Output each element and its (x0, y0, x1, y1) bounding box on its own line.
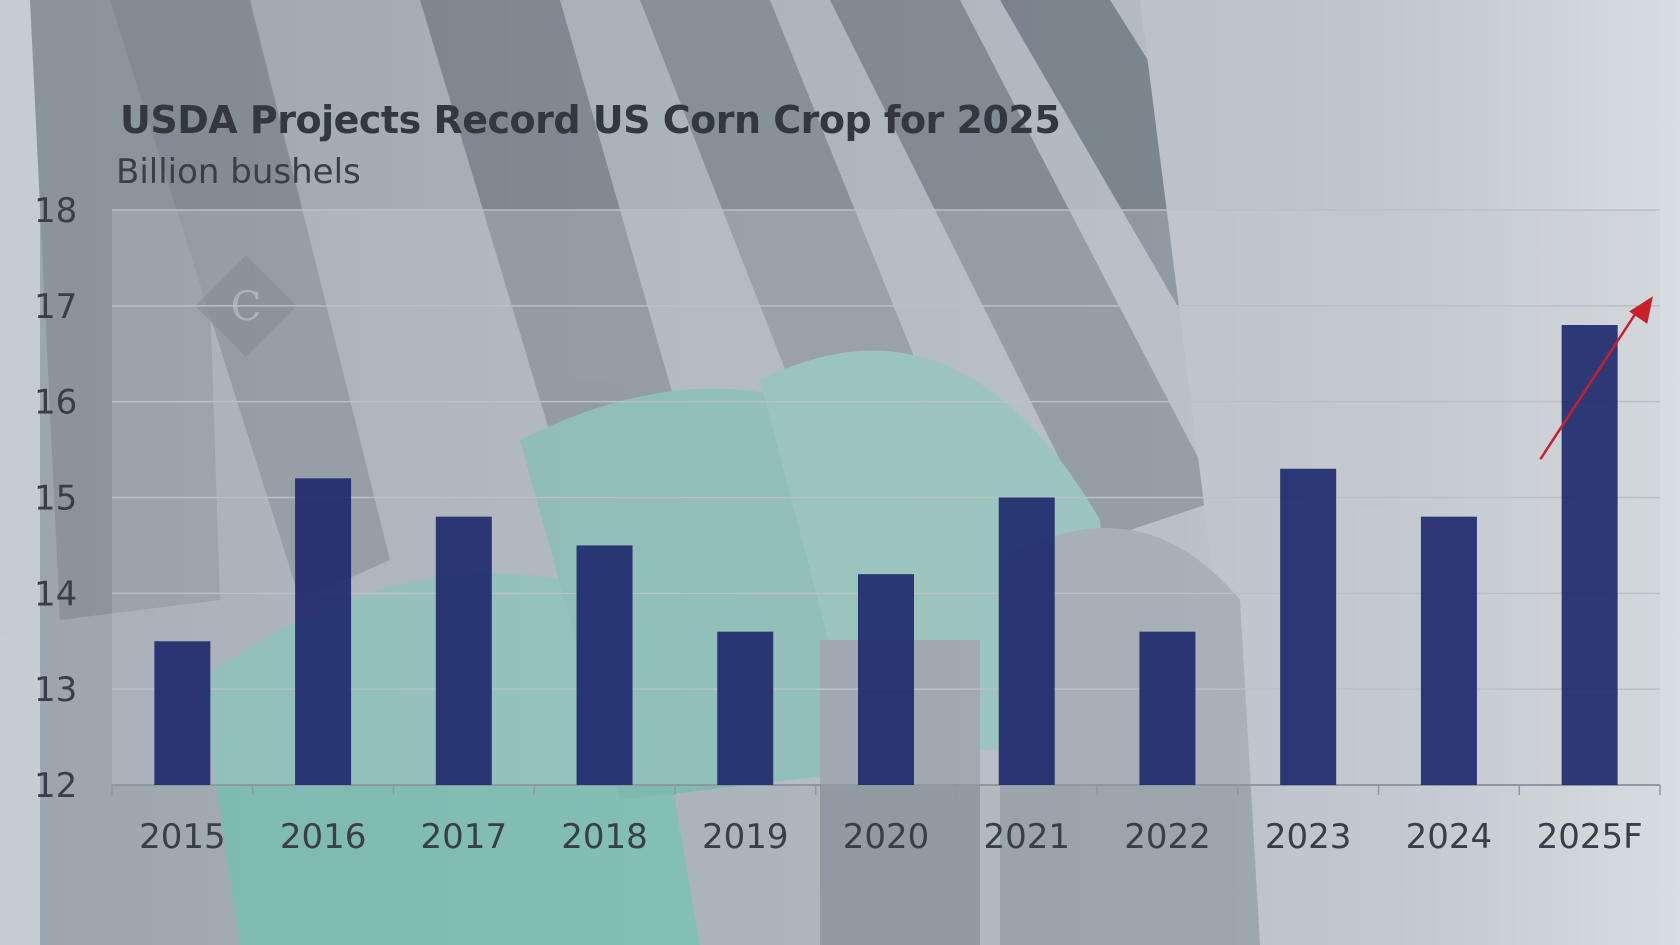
y-tick-label: 16 (34, 383, 77, 423)
bar-2017 (435, 516, 492, 785)
bar-2015 (154, 641, 211, 785)
y-tick-label: 18 (34, 191, 77, 231)
chart-subtitle: Billion bushels (116, 152, 361, 192)
bar-2023 (1280, 468, 1337, 785)
y-tick-label: 17 (34, 287, 77, 327)
bar-2016 (295, 478, 352, 785)
chart-title: USDA Projects Record US Corn Crop for 20… (120, 98, 1061, 142)
bar-2021 (998, 497, 1055, 785)
y-tick-label: 14 (34, 574, 77, 614)
x-category-label: 2021 (983, 817, 1070, 857)
y-tick-label: 13 (34, 670, 77, 710)
x-category-label: 2020 (843, 817, 930, 857)
x-category-label: 2019 (702, 817, 789, 857)
x-category-label: 2018 (561, 817, 648, 857)
x-category-label: 2025F (1537, 817, 1643, 857)
bar-2024 (1420, 516, 1477, 785)
x-category-label: 2017 (421, 817, 508, 857)
bar-2022 (1139, 631, 1196, 785)
bar-2025F (1561, 325, 1618, 785)
y-tick-label: 15 (34, 479, 77, 519)
trend-arrow-line (1539, 304, 1643, 460)
x-category-label: 2022 (1124, 817, 1211, 857)
trend-arrow-head (1629, 296, 1653, 324)
x-category-label: 2015 (139, 817, 226, 857)
svg-text:C: C (231, 284, 262, 330)
bar-2019 (717, 631, 774, 785)
x-category-label: 2024 (1406, 817, 1493, 857)
x-category-label: 2016 (280, 817, 367, 857)
bar-2018 (576, 545, 633, 785)
bar-2020 (858, 574, 914, 785)
x-category-label: 2023 (1265, 817, 1352, 857)
y-tick-label: 12 (34, 766, 77, 806)
